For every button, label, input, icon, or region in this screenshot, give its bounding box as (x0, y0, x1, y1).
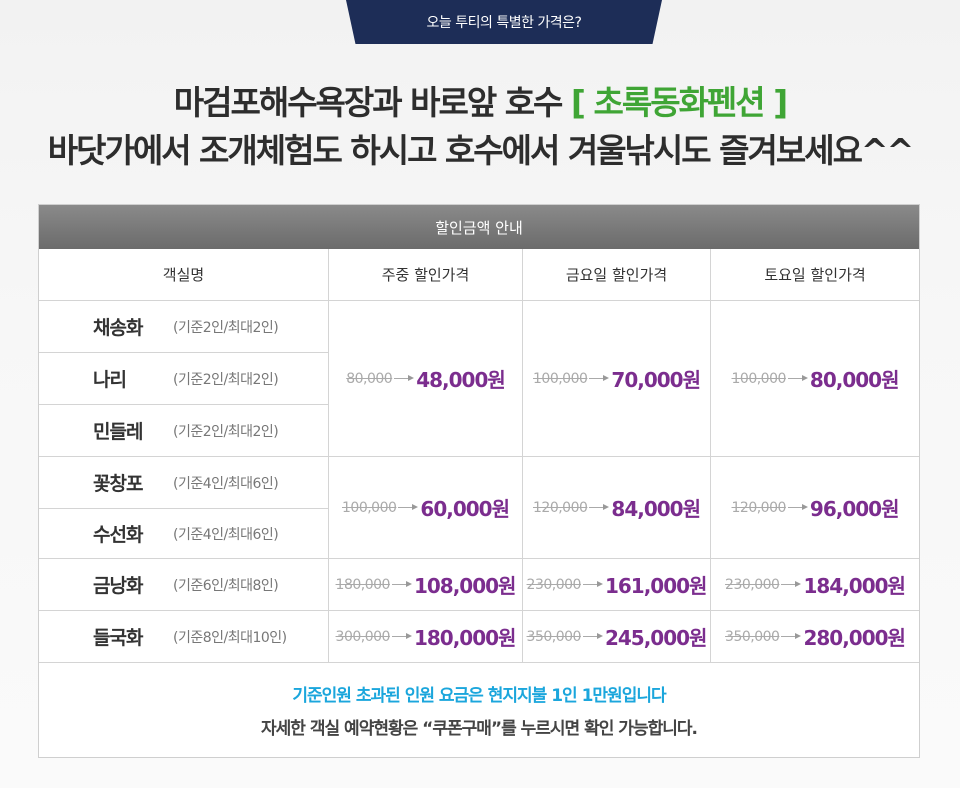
arrow-right-icon (582, 633, 603, 639)
arrow-right-icon (391, 633, 412, 639)
friday-price-cell: 100,000 70,000원 (523, 301, 711, 457)
arrow-right-icon (781, 581, 802, 587)
original-price: 180,000 (335, 576, 391, 593)
reservation-note: 자세한 객실 예약현황은 “쿠폰구매”를 누르시면 확인 가능합니다. (261, 719, 698, 739)
discount-price: 80,000원 (809, 368, 900, 392)
room-name: 채송화 (93, 317, 143, 339)
room-row: 수선화 (기준4인/최대6인) (39, 509, 329, 559)
arrow-right-icon (787, 375, 808, 381)
arrow-right-icon (394, 375, 415, 381)
room-capacity: (기준4인/최대6인) (173, 526, 279, 543)
saturday-price-cell: 230,000 184,000원 (711, 559, 919, 611)
original-price: 350,000 (526, 628, 582, 645)
saturday-price-cell: 120,000 96,000원 (711, 457, 919, 559)
headline-prefix: 마검포해수욕장과 바로앞 호수 (173, 83, 564, 122)
room-name: 금낭화 (93, 575, 143, 597)
table-caption: 할인금액 안내 (39, 205, 919, 249)
original-price: 230,000 (725, 576, 780, 593)
arrow-right-icon (589, 375, 610, 381)
top-tab-banner: 오늘 투티의 특별한 가격은? (346, 0, 662, 44)
discount-price: 245,000원 (604, 626, 707, 650)
arrow-right-icon (781, 633, 802, 639)
weekday-price-cell: 300,000 180,000원 (329, 611, 523, 663)
weekday-price-cell: 180,000 108,000원 (329, 559, 523, 611)
room-name: 나리 (93, 369, 127, 391)
room-name: 들국화 (93, 627, 143, 649)
pension-name: [ 초록동화펜션 ] (570, 83, 788, 122)
original-price: 100,000 (342, 499, 397, 516)
room-capacity: (기준2인/최대2인) (173, 423, 279, 440)
discount-price: 180,000원 (413, 626, 516, 650)
room-row: 나리 (기준2인/최대2인) (39, 353, 329, 405)
original-price: 300,000 (335, 628, 391, 645)
friday-price-cell: 350,000 245,000원 (523, 611, 711, 663)
arrow-right-icon (398, 504, 419, 510)
discount-price: 96,000원 (809, 497, 900, 521)
original-price: 120,000 (533, 499, 588, 516)
room-capacity: (기준8인/최대10인) (173, 629, 287, 646)
table-note: 기준인원 초과된 인원 요금은 현지지불 1인 1만원입니다 자세한 객실 예약… (39, 663, 919, 757)
original-price: 100,000 (533, 370, 588, 387)
room-capacity: (기준6인/최대8인) (173, 577, 279, 594)
original-price: 80,000 (346, 370, 393, 387)
room-name: 수선화 (93, 524, 143, 546)
discount-price: 108,000원 (413, 574, 516, 598)
arrow-right-icon (391, 581, 412, 587)
header-weekday: 주중 할인가격 (329, 249, 523, 301)
saturday-price-cell: 100,000 80,000원 (711, 301, 919, 457)
headline-line2: 바닷가에서 조개체험도 하시고 호수에서 겨울낚시도 즐겨보세요^^ (47, 131, 914, 170)
arrow-right-icon (787, 504, 808, 510)
discount-price: 161,000원 (604, 574, 707, 598)
arrow-right-icon (589, 504, 610, 510)
room-row: 들국화 (기준8인/최대10인) (39, 611, 329, 663)
room-row: 채송화 (기준2인/최대2인) (39, 301, 329, 353)
room-name: 민들레 (93, 421, 143, 443)
original-price: 350,000 (725, 628, 780, 645)
friday-price-cell: 120,000 84,000원 (523, 457, 711, 559)
discount-price: 280,000원 (803, 626, 905, 650)
room-row: 금낭화 (기준6인/최대8인) (39, 559, 329, 611)
friday-price-cell: 230,000 161,000원 (523, 559, 711, 611)
weekday-price-cell: 80,000 48,000원 (329, 301, 523, 457)
discount-price: 60,000원 (420, 497, 510, 521)
room-row: 꽃창포 (기준4인/최대6인) (39, 457, 329, 509)
top-tab-text: 오늘 투티의 특별한 가격은? (426, 15, 582, 31)
room-capacity: (기준2인/최대2인) (173, 319, 279, 336)
original-price: 100,000 (731, 370, 787, 387)
arrow-right-icon (582, 581, 603, 587)
room-capacity: (기준4인/최대6인) (173, 475, 279, 492)
discount-price: 70,000원 (611, 368, 701, 392)
header-friday: 금요일 할인가격 (523, 249, 711, 301)
discount-price: 184,000원 (803, 574, 905, 598)
room-row: 민들레 (기준2인/최대2인) (39, 405, 329, 457)
saturday-price-cell: 350,000 280,000원 (711, 611, 919, 663)
extra-guest-note: 기준인원 초과된 인원 요금은 현지지불 1인 1만원입니다 (292, 686, 666, 706)
room-capacity: (기준2인/최대2인) (173, 371, 279, 388)
weekday-price-cell: 100,000 60,000원 (329, 457, 523, 559)
discount-price: 84,000원 (611, 497, 701, 521)
room-name: 꽃창포 (93, 473, 143, 495)
header-room-name: 객실명 (39, 249, 329, 301)
price-table: 할인금액 안내 객실명 주중 할인가격 금요일 할인가격 토요일 할인가격 채송… (38, 204, 920, 758)
headline-line1: 마검포해수욕장과 바로앞 호수 [ 초록동화펜션 ] (0, 76, 960, 124)
header-saturday: 토요일 할인가격 (711, 249, 919, 301)
original-price: 120,000 (731, 499, 787, 516)
original-price: 230,000 (526, 576, 582, 593)
discount-price: 48,000원 (416, 368, 506, 392)
